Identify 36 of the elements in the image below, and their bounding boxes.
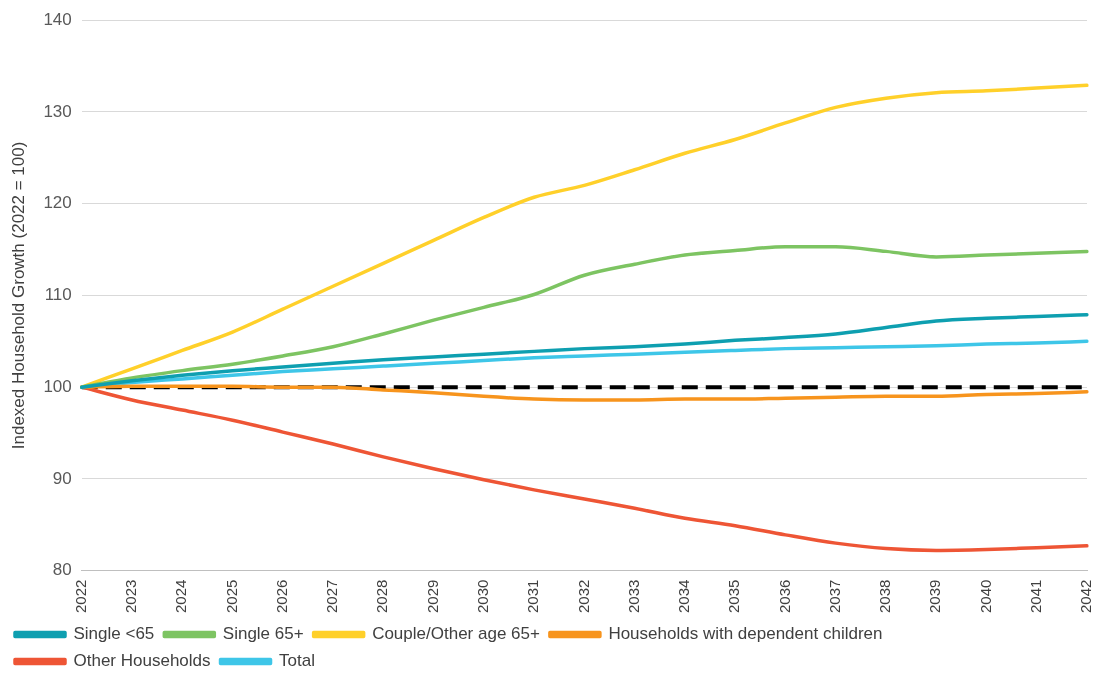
legend-label: Single 65+ [222,624,304,644]
y-tick-label: 100 [43,376,72,396]
x-tick-label: 2026 [272,579,290,614]
x-tick-label: 2038 [876,579,894,614]
y-tick-label: 90 [52,468,72,488]
y-tick-label: 80 [52,560,72,580]
legend-label: Households with dependent children [608,624,883,644]
y-tick-label: 110 [44,285,72,305]
x-tick-label: 2023 [122,579,140,614]
line-series [80,312,1089,389]
y-tick-label: 130 [43,101,72,121]
x-tick-label: 2037 [825,579,843,614]
x-tick-label: 2041 [1026,579,1044,614]
legend-label: Couple/Other age 65+ [372,624,540,644]
x-tick-label: 2039 [926,579,944,614]
x-tick-label: 2033 [624,579,642,614]
x-tick-label: 2025 [222,579,240,614]
y-tick-label: 120 [43,193,72,213]
y-axis-title: Indexed Household Growth (2022 = 100) [8,141,28,450]
x-tick-label: 2036 [775,579,793,614]
x-tick-label: 2027 [323,579,341,614]
x-tick-label: 2031 [524,579,542,614]
x-tick-label: 2024 [172,579,190,614]
x-tick-label: 2029 [423,579,441,614]
legend-label: Total [279,651,315,671]
x-tick-label: 2034 [675,579,693,614]
x-tick-label: 2022 [71,579,89,614]
x-tick-label: 2030 [474,579,491,614]
x-tick-label: 2032 [574,579,592,614]
legend-label: Other Households [73,651,211,671]
y-tick-label: 140 [43,9,72,29]
legend-label: Single <65 [73,624,155,644]
x-tick-label: 2040 [976,579,994,614]
x-tick-label: 2042 [1077,579,1095,614]
x-tick-label: 2028 [373,579,391,614]
x-tick-label: 2035 [725,579,743,614]
